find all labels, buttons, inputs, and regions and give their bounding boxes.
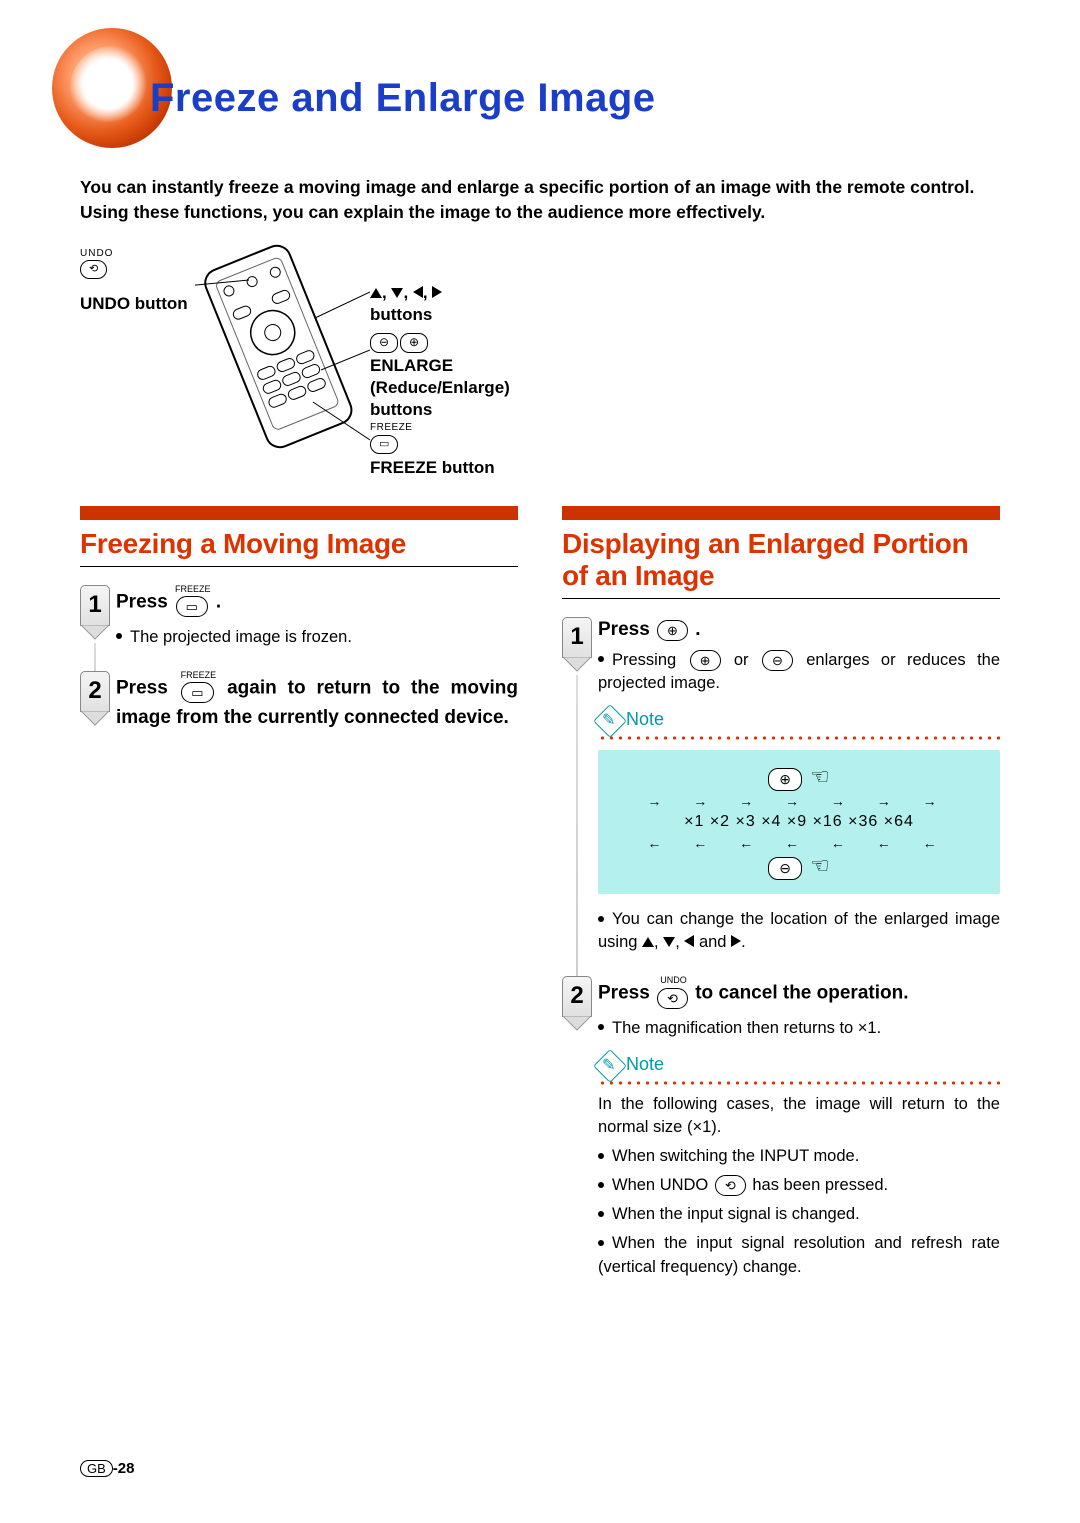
enlarge-plus-icon: ⊕ [400, 333, 428, 353]
freeze-button-label: FREEZE button [370, 458, 495, 478]
step-bullet: Pressing [612, 651, 688, 669]
undo-key-icon: ⟲ [80, 260, 107, 279]
left-section-title: Freezing a Moving Image [80, 528, 518, 560]
intro-paragraph: You can instantly freeze a moving image … [80, 175, 1000, 226]
key-tiny-label: FREEZE [175, 585, 211, 594]
key-tiny-label: FREEZE [181, 671, 217, 680]
undo-key-inline-icon: ⟲ [715, 1175, 746, 1196]
remote-diagram: UNDO ⟲ UNDO button , , , buttons ⊖⊕ ENLA… [80, 240, 1000, 480]
note-case: When the input signal resolution and ref… [598, 1234, 1000, 1275]
step-number: 2 [80, 671, 110, 712]
enlarge-plus-icon: ⊕ [768, 768, 802, 791]
remote-illustration [195, 240, 370, 475]
note-label: Note [598, 1054, 1000, 1075]
step-bullet: You can change the location of the enlar… [598, 910, 1000, 951]
step-bullet: . [741, 933, 746, 951]
note-case: has been pressed. [752, 1176, 888, 1194]
freeze-key-icon: ▭ [370, 435, 398, 454]
step-bullet: The magnification then returns to ×1. [612, 1019, 881, 1037]
enlarge-minus-inline-icon: ⊖ [762, 650, 793, 671]
note-label: Note [598, 709, 1000, 730]
freeze-tiny-label: FREEZE [370, 422, 412, 433]
note-case: When [612, 1176, 660, 1194]
step-number: 1 [562, 617, 592, 658]
step-text: Press [116, 591, 173, 612]
enlarge-minus-icon: ⊖ [370, 333, 398, 353]
step-bullet: The projected image is frozen. [130, 628, 352, 646]
enlarge-plus-inline-icon: ⊕ [690, 650, 721, 671]
page-num-value: -28 [113, 1460, 135, 1477]
step-bullet: or [723, 651, 760, 669]
freeze-key-inline-icon: ▭ [181, 682, 213, 703]
step-text: Press [598, 619, 655, 640]
hand-icon: ☜ [810, 764, 830, 790]
enlarge-plus-inline-icon: ⊕ [657, 620, 688, 641]
arrow-buttons-text: buttons [370, 305, 432, 324]
note-case: When the input signal is changed. [612, 1205, 860, 1223]
step-number: 2 [562, 976, 592, 1017]
hand-icon: ☜ [810, 853, 830, 879]
enlarge-minus-icon: ⊖ [768, 857, 802, 880]
left-step-1: 1 Press FREEZE ▭ . The projected image i… [80, 585, 518, 649]
section-redbar [562, 506, 1000, 520]
enlarge-label-3: buttons [370, 400, 432, 419]
page-number: GB-28 [80, 1460, 134, 1477]
step-text: Press [598, 982, 655, 1003]
freeze-key-inline-icon: ▭ [176, 596, 208, 617]
magnification-values: ×1 ×2 ×3 ×4 ×9 ×16 ×36 ×64 [608, 813, 990, 831]
undo-key-inline-icon: ⟲ [657, 988, 688, 1009]
page-title: Freeze and Enlarge Image [150, 76, 1000, 121]
undo-tiny-label: UNDO [80, 248, 113, 259]
right-column: Displaying an Enlarged Portion of an Ima… [562, 506, 1000, 1301]
step-text: . [690, 619, 701, 640]
step-number: 1 [80, 585, 110, 626]
right-step-2: 2 Press UNDO ⟲ to cancel the operation. … [562, 976, 1000, 1278]
key-tiny-label: UNDO [657, 976, 690, 985]
section-redbar [80, 506, 518, 520]
undo-button-label: UNDO button [80, 294, 188, 314]
enlarge-label-2: (Reduce/Enlarge) [370, 378, 510, 397]
right-section-title: Displaying an Enlarged Portion of an Ima… [562, 528, 1000, 592]
note-case: When switching the INPUT mode. [612, 1147, 859, 1165]
step-text: Press [116, 677, 179, 698]
note-intro: In the following cases, the image will r… [598, 1093, 1000, 1139]
arrow-buttons-label: , , , buttons ⊖⊕ ENLARGE (Reduce/Enlarge… [370, 282, 510, 421]
enlarge-label-1: ENLARGE [370, 356, 453, 375]
right-step-1: 1 Press ⊕ . Pressing ⊕ or ⊖ enlarges or … [562, 617, 1000, 954]
step-text: . [211, 591, 222, 612]
region-code: GB [80, 1460, 113, 1477]
step-text: to cancel the operation. [695, 982, 908, 1003]
left-column: Freezing a Moving Image 1 Press FREEZE ▭… [80, 506, 518, 1301]
key-tiny-label: UNDO [660, 1176, 709, 1194]
magnification-diagram: ⊕☜ → → → → → → → ×1 ×2 ×3 ×4 ×9 ×16 ×36 … [598, 750, 1000, 894]
left-step-2: 2 Press FREEZE ▭ again to return to the … [80, 671, 518, 731]
